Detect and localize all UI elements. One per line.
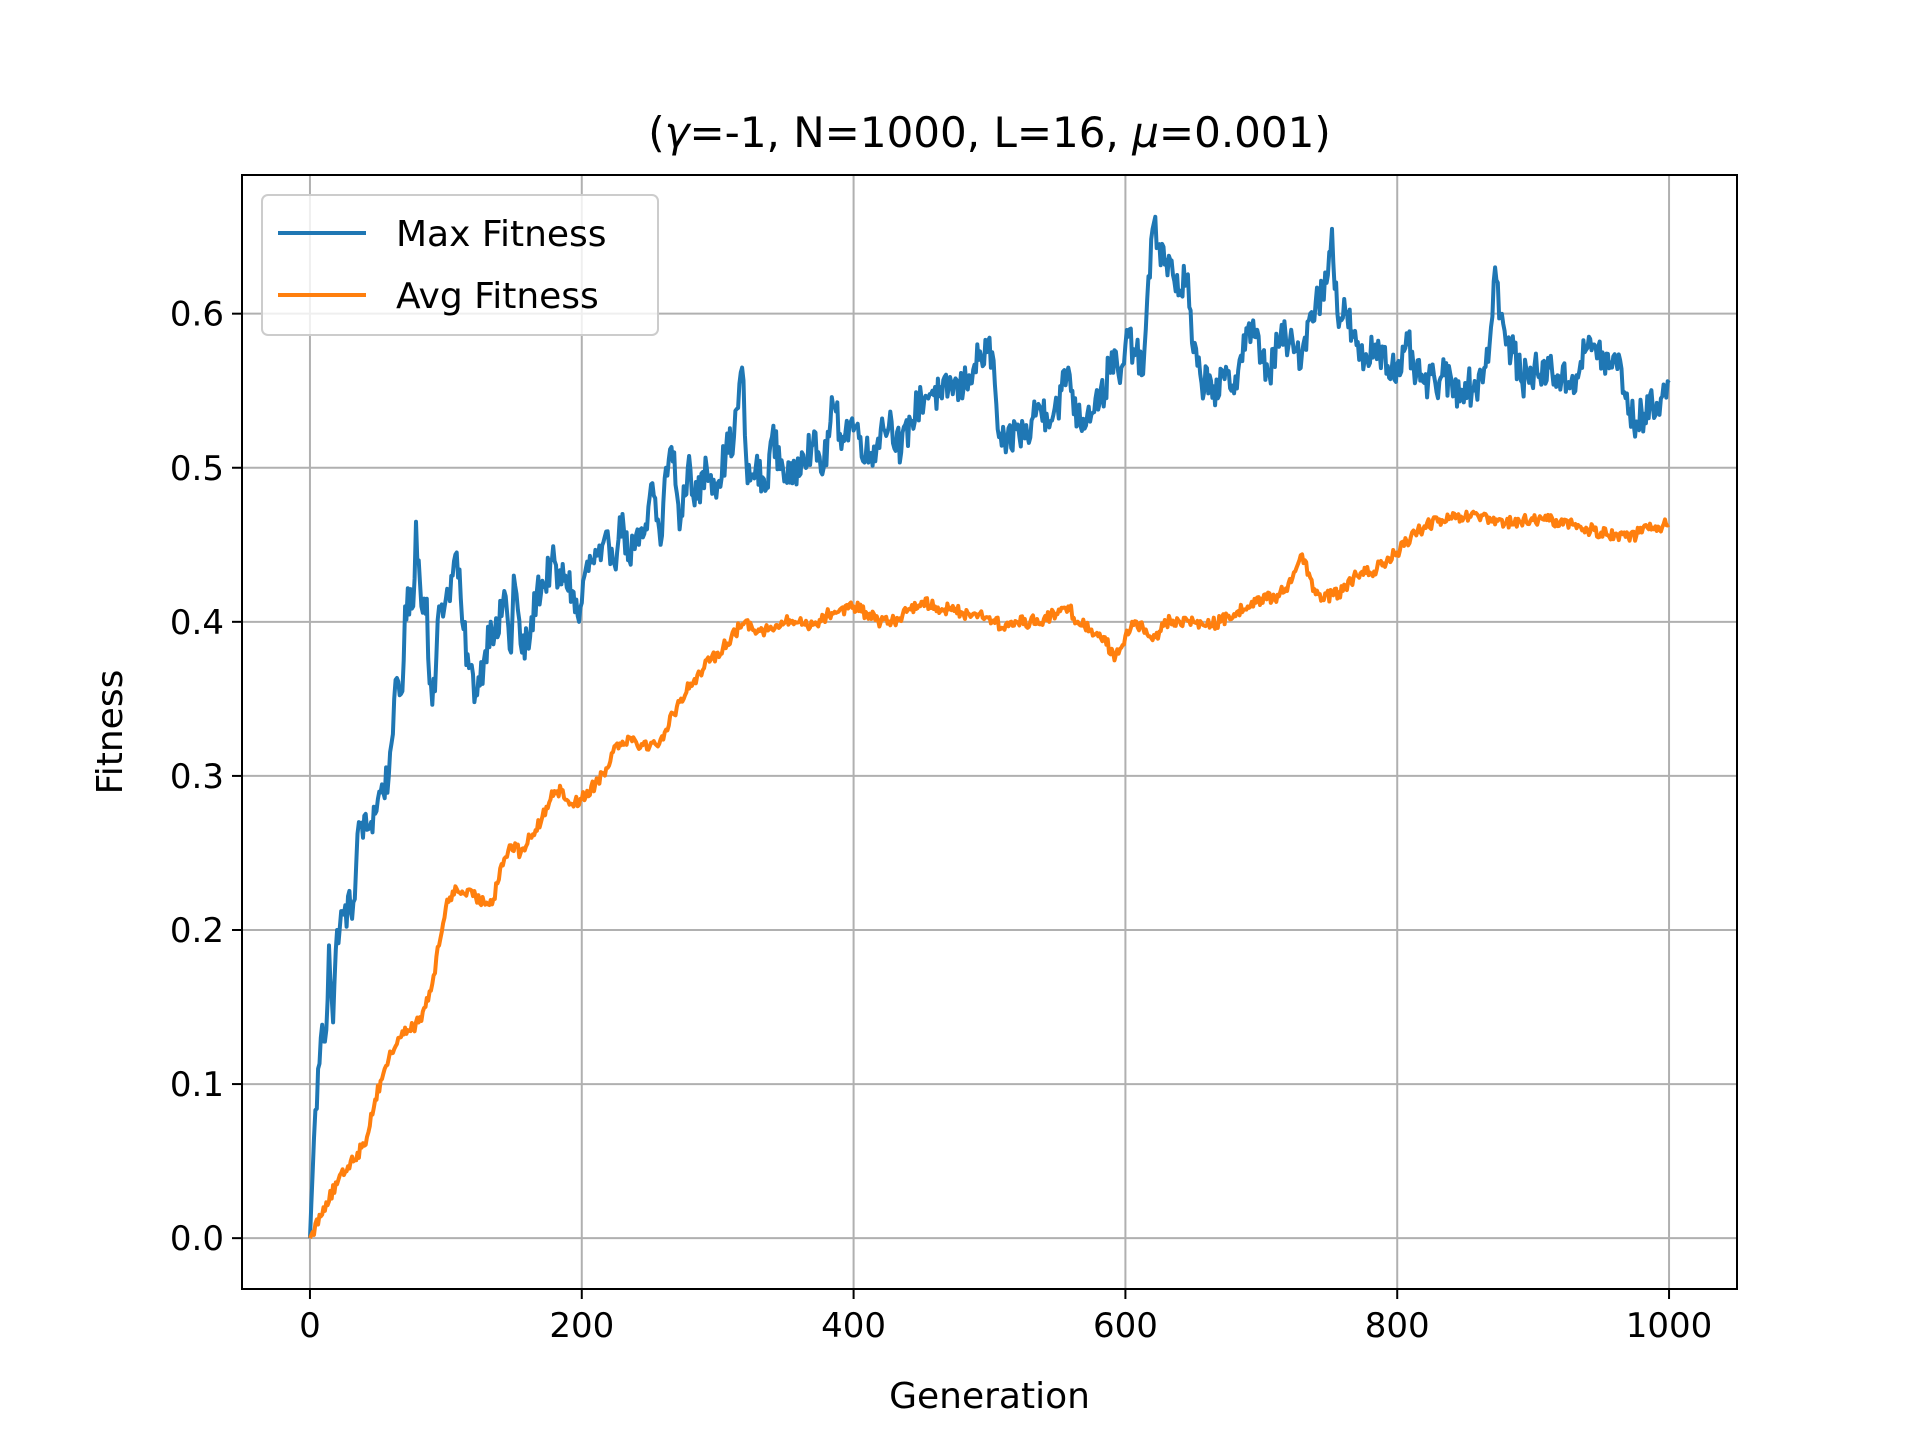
x-tick-label: 0	[299, 1306, 321, 1346]
series-lines	[308, 214, 1671, 1239]
legend: Max Fitness Avg Fitness	[261, 194, 659, 336]
y-tick-label: 0.3	[170, 757, 224, 797]
y-tick-label: 0.2	[170, 911, 224, 951]
x-tick-label: 1000	[1626, 1306, 1713, 1346]
title-part: γ	[665, 108, 692, 157]
chart-title: (γ=-1, N=1000, L=16, μ=0.001)	[648, 108, 1331, 157]
legend-label: Max Fitness	[396, 214, 607, 255]
legend-box	[261, 194, 659, 336]
x-tick-label: 800	[1365, 1306, 1430, 1346]
title-part: =0.001)	[1159, 108, 1331, 157]
y-tick-label: 0.1	[170, 1065, 224, 1105]
y-tick-label: 0.6	[170, 295, 224, 335]
y-tick-label: 0.0	[170, 1219, 224, 1259]
y-axis-label: Fitness	[90, 670, 131, 795]
title-part: μ	[1131, 108, 1159, 157]
ticks: 0 200 400 600 800 1000 0.0 0.1 0.2 0.3 0.4 0.5 0.6	[170, 295, 1712, 1346]
x-tick-label: 400	[821, 1306, 886, 1346]
series-line-max-fitness	[308, 214, 1671, 1239]
title-part: =-1, N=1000, L=16,	[689, 108, 1132, 157]
x-tick-label: 200	[549, 1306, 614, 1346]
series-line-avg-fitness	[308, 509, 1670, 1239]
y-tick-label: 0.5	[170, 449, 224, 489]
title-part: (	[648, 108, 664, 157]
x-tick-label: 600	[1093, 1306, 1158, 1346]
y-tick-label: 0.4	[170, 603, 224, 643]
plot-frame	[241, 174, 1738, 1290]
x-axis-label: Generation	[889, 1376, 1090, 1417]
legend-label: Avg Fitness	[396, 276, 599, 317]
